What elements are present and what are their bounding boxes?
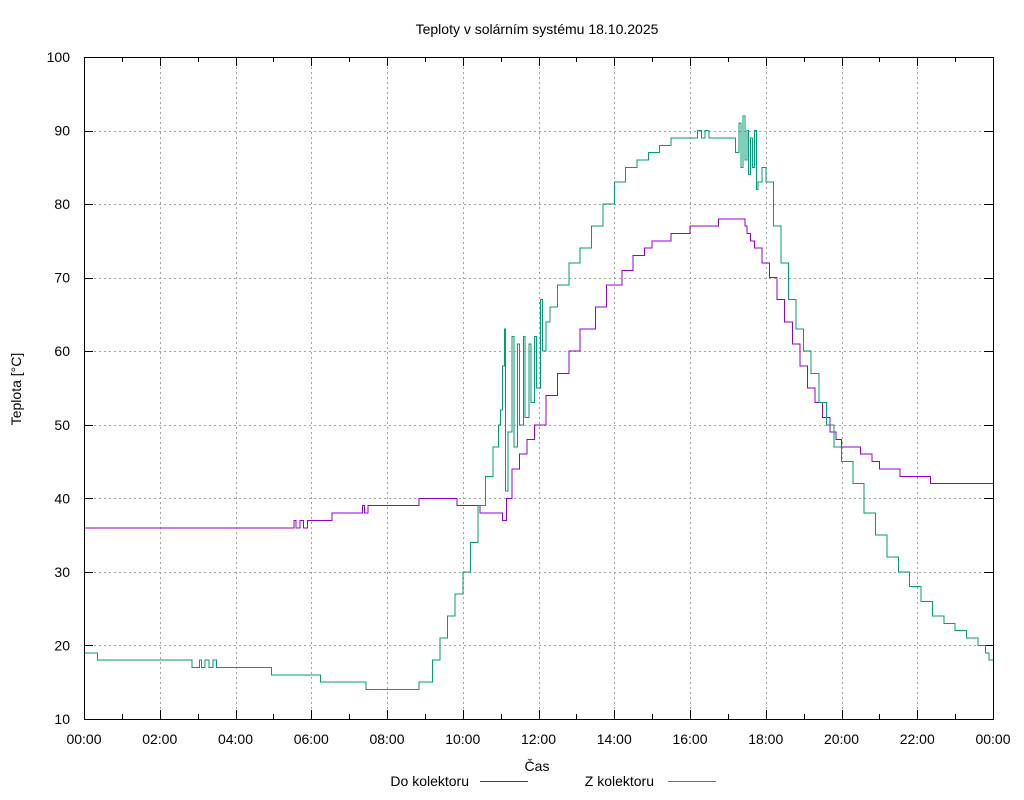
chart-title: Teploty v solárním systému 18.10.2025	[416, 21, 659, 37]
series-line-1	[84, 218, 993, 529]
y-tick-label: 60	[54, 343, 70, 359]
x-tick-label: 08:00	[369, 731, 404, 747]
y-tick-label: 90	[54, 123, 70, 139]
x-tick-label: 00:00	[975, 731, 1010, 747]
x-tick-label: 16:00	[672, 731, 707, 747]
y-axis-label: Teplota [°C]	[8, 353, 24, 426]
tick-labels: 00:00 02:00 04:00 06:00 08:00 10:00 12:00 14:00…	[47, 49, 1011, 747]
x-tick-label: 00:00	[66, 731, 101, 747]
x-tick-label: 12:00	[521, 731, 556, 747]
legend-label: Z kolektoru	[585, 773, 654, 789]
y-tick-label: 70	[54, 270, 70, 286]
x-tick-label: 02:00	[142, 731, 177, 747]
x-tick-label: 06:00	[294, 731, 329, 747]
y-tick-label: 100	[47, 49, 71, 65]
y-tick-label: 30	[54, 564, 70, 580]
x-tick-label: 04:00	[218, 731, 253, 747]
y-tick-label: 20	[54, 637, 70, 653]
y-tick-label: 10	[54, 711, 70, 727]
data-series	[84, 115, 993, 691]
x-tick-label: 22:00	[900, 731, 935, 747]
legend: Do kolektoru Z kolektoru	[390, 773, 716, 789]
y-tick-label: 40	[54, 490, 70, 506]
x-tick-label: 18:00	[748, 731, 783, 747]
series-line-2	[84, 115, 993, 691]
plot-frame	[84, 57, 994, 720]
x-tick-label: 10:00	[445, 731, 480, 747]
x-axis-label: Čas	[525, 758, 550, 774]
y-tick-label: 80	[54, 196, 70, 212]
y-tick-label: 50	[54, 417, 70, 433]
x-tick-label: 20:00	[824, 731, 859, 747]
legend-label: Do kolektoru	[390, 773, 469, 789]
x-tick-label: 14:00	[597, 731, 632, 747]
